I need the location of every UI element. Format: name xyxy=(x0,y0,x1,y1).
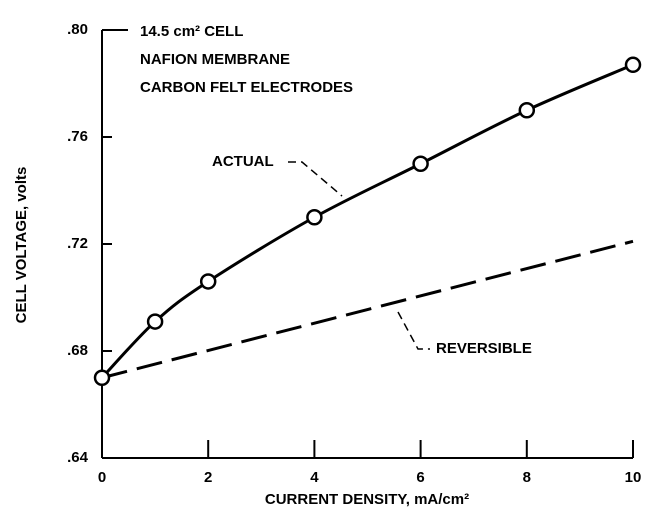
annotation: 14.5 cm² CELL xyxy=(140,23,243,40)
data-point xyxy=(624,56,642,74)
x-tick-label: 4 xyxy=(310,469,319,486)
series-label: ACTUAL xyxy=(212,153,274,170)
x-tick-label: 6 xyxy=(416,469,424,486)
series-line xyxy=(100,63,634,379)
series-line xyxy=(101,239,634,380)
data-point xyxy=(93,369,111,386)
annotation: NAFION MEMBRANE xyxy=(140,51,290,68)
leader-line xyxy=(397,311,430,350)
y-tick-label: .72 xyxy=(67,235,88,252)
data-point xyxy=(518,102,536,119)
x-tick-label: 2 xyxy=(204,469,212,486)
y-tick-label: .68 xyxy=(67,342,88,359)
data-point xyxy=(146,313,164,330)
annotation: CARBON FELT ELECTRODES xyxy=(140,79,353,96)
x-tick-label: 0 xyxy=(98,469,106,486)
y-tick-label: .76 xyxy=(67,128,88,145)
data-point xyxy=(412,155,429,172)
y-tick-label: .64 xyxy=(67,449,89,466)
y-axis-label: CELL VOLTAGE, volts xyxy=(13,167,30,324)
x-axis-label: CURRENT DENSITY, mA/cm² xyxy=(265,491,469,508)
x-tick-label: 8 xyxy=(523,469,531,486)
data-point xyxy=(306,209,323,226)
y-tick-label: .80 xyxy=(67,21,88,38)
x-tick-label: 10 xyxy=(625,469,642,486)
series-label: REVERSIBLE xyxy=(436,340,532,357)
data-point xyxy=(199,273,217,290)
leader-line xyxy=(288,161,343,197)
